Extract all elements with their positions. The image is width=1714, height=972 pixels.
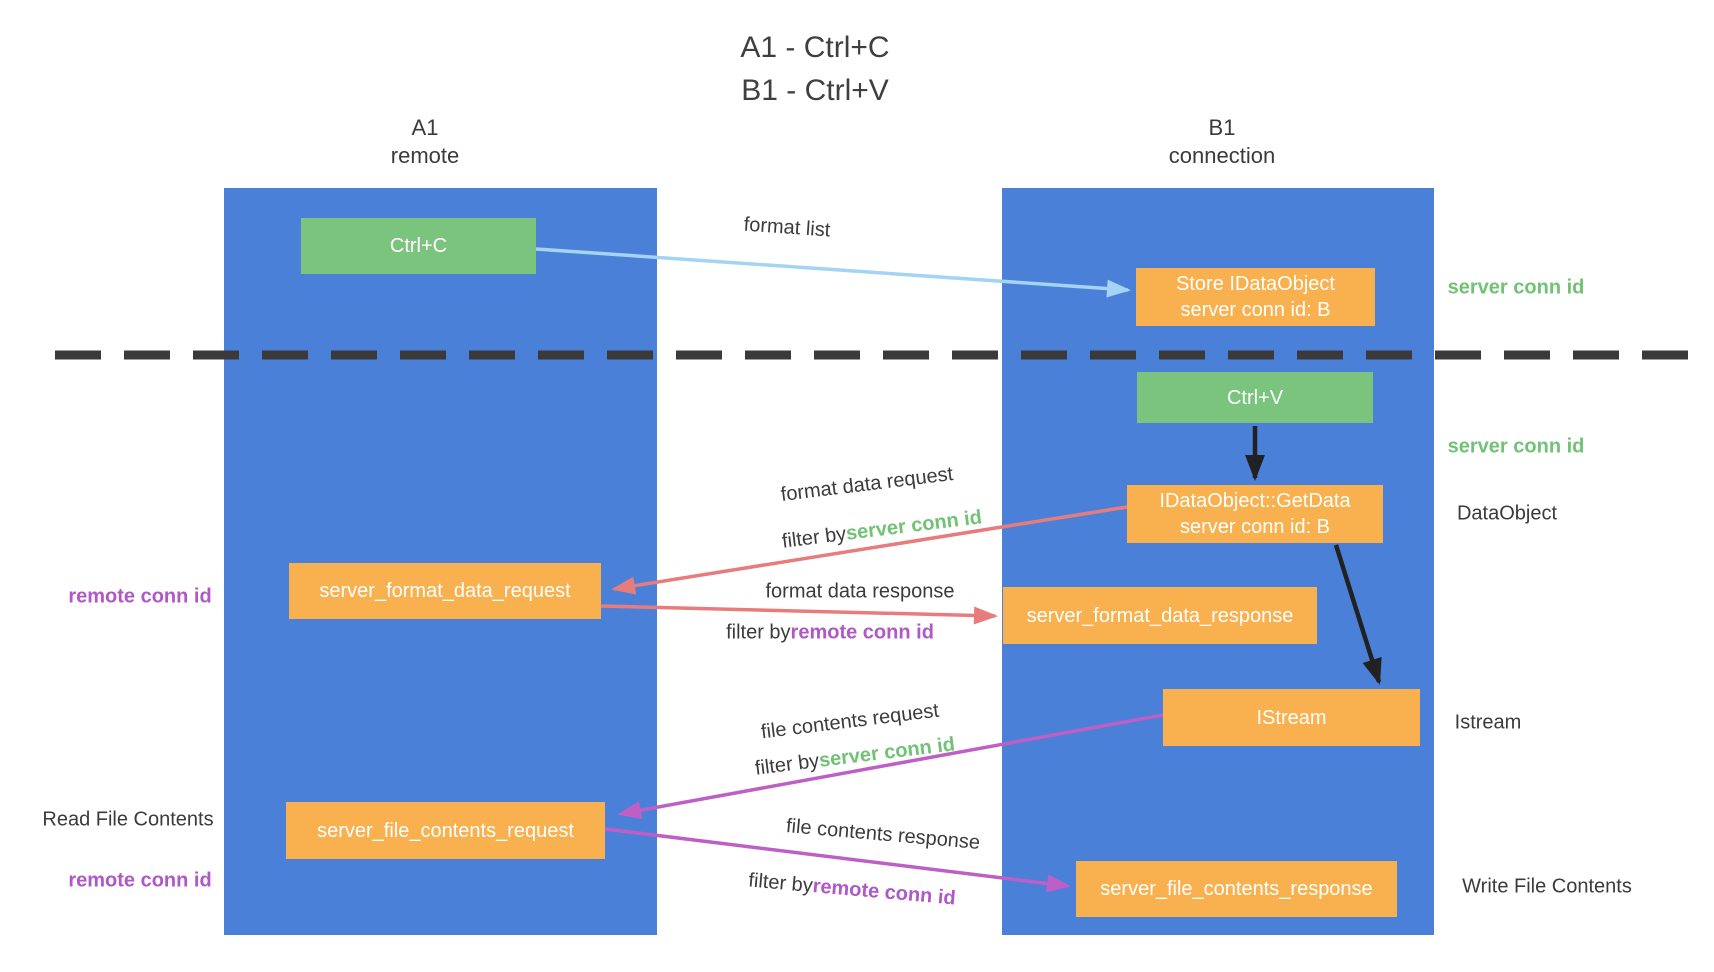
lane-a1-subtitle: remote: [390, 143, 460, 168]
node-store-idataobject-line1: Store IDataObject: [1176, 273, 1335, 295]
node-store-idataobject-line2: server conn id: B: [1180, 299, 1331, 321]
lane-header-a1: A1 remote: [391, 114, 459, 170]
remote-conn-id-filter-text: remote conn id: [811, 875, 957, 910]
node-server-file-contents-request-label: server_file_contents_request: [317, 819, 574, 842]
node-ctrl-c: Ctrl+C: [301, 218, 536, 274]
side-label-server-conn-id-copy: server conn id: [1447, 276, 1585, 299]
node-idataobject-getdata-line1: IDataObject::GetData: [1159, 490, 1351, 512]
side-label-dataobject: DataObject: [1456, 502, 1558, 525]
server-conn-id-filter-text: server conn id: [844, 506, 984, 545]
server-conn-id-filter-text: server conn id: [817, 733, 957, 772]
node-server-file-contents-response-label: server_file_contents_response: [1100, 878, 1373, 900]
edge-label-file-contents-response: file contents response: [785, 815, 981, 854]
node-server-format-data-request: server_format_data_request: [289, 563, 601, 619]
side-label-read-file-contents: Read File Contents: [42, 808, 214, 831]
node-ctrl-c-label: Ctrl+C: [389, 235, 448, 257]
edge-label-filter-by-remote-conn-id-file: filter byremote conn id: [747, 869, 957, 910]
edge-label-format-list: format list: [743, 213, 832, 242]
edge-label-format-data-response: format data response: [765, 580, 955, 603]
lane-a1-name: A1: [411, 115, 439, 140]
node-idataobject-getdata: IDataObject::GetData server conn id: B: [1127, 485, 1383, 543]
node-istream: IStream: [1163, 689, 1420, 746]
side-label-remote-conn-id-file: remote conn id: [68, 869, 212, 892]
title-line-1: A1 - Ctrl+C: [740, 31, 890, 64]
lane-b1-subtitle: connection: [1168, 143, 1276, 168]
filter-by-text: filter by: [726, 621, 791, 644]
node-server-format-data-request-label: server_format_data_request: [319, 580, 571, 602]
edge-label-format-data-request: format data request: [779, 463, 955, 506]
side-label-server-conn-id-paste: server conn id: [1447, 435, 1585, 458]
filter-by-text: filter by: [747, 869, 814, 898]
node-istream-label: IStream: [1256, 706, 1327, 729]
lane-b1-name: B1: [1208, 115, 1236, 140]
remote-conn-id-filter-text: remote conn id: [790, 621, 934, 644]
node-ctrl-v-label: Ctrl+V: [1226, 386, 1284, 409]
node-store-idataobject: Store IDataObject server conn id: B: [1136, 268, 1375, 326]
lane-header-b1: B1 connection: [1169, 114, 1275, 170]
filter-by-text: filter by: [780, 522, 848, 553]
diagram-title: A1 - Ctrl+C B1 - Ctrl+V: [740, 26, 889, 112]
node-server-file-contents-response: server_file_contents_response: [1076, 861, 1397, 917]
title-line-2: B1 - Ctrl+V: [741, 74, 889, 107]
node-server-format-data-response: server_format_data_response: [1003, 587, 1317, 644]
node-server-format-data-response-label: server_format_data_response: [1026, 604, 1294, 627]
side-label-write-file-contents: Write File Contents: [1462, 875, 1632, 898]
node-idataobject-getdata-line2: server conn id: B: [1179, 516, 1331, 538]
node-server-file-contents-request: server_file_contents_request: [286, 802, 605, 859]
edge-label-filter-by-remote-conn-id-format: filter byremote conn id: [726, 622, 934, 645]
side-label-istream: Istream: [1454, 711, 1522, 734]
node-ctrl-v: Ctrl+V: [1137, 372, 1373, 423]
filter-by-text: filter by: [753, 749, 821, 780]
edge-label-filter-by-server-conn-id-format: filter byserver conn id: [781, 506, 983, 553]
side-label-remote-conn-id-format: remote conn id: [68, 585, 212, 608]
format-data-response-arrow: [600, 604, 998, 625]
